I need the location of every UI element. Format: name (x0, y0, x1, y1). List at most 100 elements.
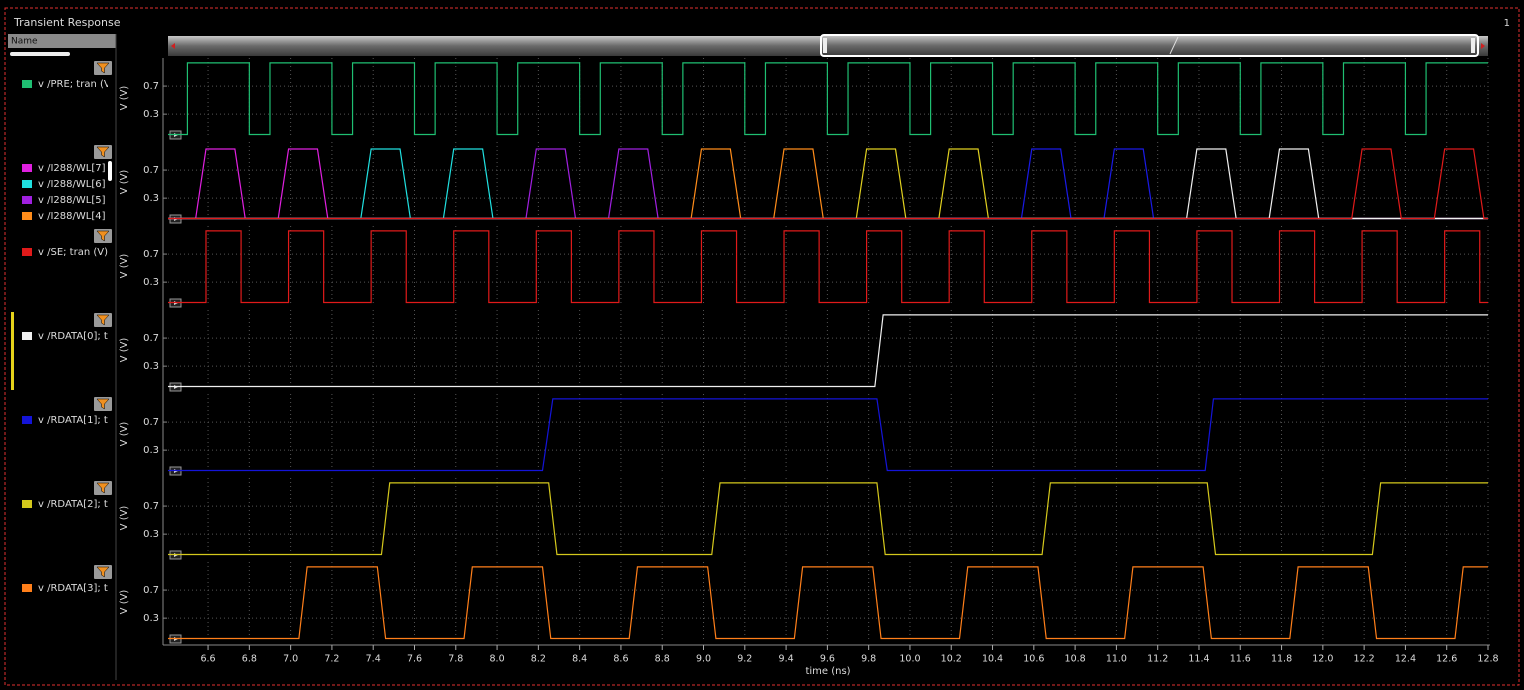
x-tick-label: 7.4 (366, 654, 381, 665)
y-tick-label: 0.3 (143, 529, 159, 540)
subwindow-index: 1 (1504, 18, 1510, 29)
waveform (168, 314, 1488, 388)
legend-swatch (22, 196, 32, 204)
x-tick-label: 11.0 (1106, 654, 1127, 665)
filter-icon[interactable] (96, 62, 110, 74)
x-tick-label: 11.2 (1147, 654, 1168, 665)
x-tick-label: 7.8 (448, 654, 463, 665)
y-axis-label: V (V) (119, 506, 130, 531)
selection-marker (11, 312, 14, 390)
y-tick-label: 0.3 (143, 613, 159, 624)
legend-swatch (22, 164, 32, 172)
legend-label[interactable]: v /RDATA[1]; tr (38, 415, 113, 426)
x-tick-label: 12.0 (1312, 654, 1333, 665)
legend-label[interactable]: v /RDATA[0]; tr (38, 331, 113, 342)
y-tick-label: 0.3 (143, 445, 159, 456)
legend: v /I288/WL[7] v /I288/WL[6] v /I288/WL[5] v… (22, 163, 106, 222)
legend: v /RDATA[1]; tr (22, 415, 113, 426)
panel: 0.3 0.7 V (V) v /RDATA[1]; tr (22, 394, 1489, 476)
x-tick-label: 8.6 (613, 654, 628, 665)
x-tick-label: 9.0 (696, 654, 711, 665)
x-tick-label: 8.0 (490, 654, 505, 665)
legend-header-bar (8, 34, 116, 48)
x-tick-label: 10.6 (1023, 654, 1044, 665)
x-tick-label: 12.8 (1477, 654, 1498, 665)
y-tick-label: 0.7 (143, 165, 159, 176)
waveform (168, 148, 1488, 220)
x-tick-label: 10.2 (941, 654, 962, 665)
y-tick-label: 0.7 (143, 333, 159, 344)
legend-label[interactable]: v /I288/WL[4] (38, 211, 106, 222)
x-tick-label: 7.0 (283, 654, 298, 665)
y-axis-label: V (V) (119, 338, 130, 363)
filter-icon[interactable] (96, 398, 110, 410)
x-tick-label: 12.2 (1354, 654, 1375, 665)
x-tick-label: 10.0 (899, 654, 920, 665)
x-tick-label: 10.8 (1065, 654, 1086, 665)
legend-label[interactable]: v /RDATA[2]; tr (38, 499, 113, 510)
x-tick-label: 9.4 (779, 654, 794, 665)
filter-icon[interactable] (96, 146, 110, 158)
filter-icon[interactable] (96, 566, 110, 578)
legend-swatch (22, 332, 32, 340)
panel: 0.3 0.7 V (V) v /RDATA[3]; tr 6.6 6.8 7.0 7.2 7.… (22, 562, 1499, 677)
x-tick-label: 9.6 (820, 654, 835, 665)
x-tick-label: 10.4 (982, 654, 1003, 665)
y-tick-label: 0.3 (143, 109, 159, 120)
panel: 0.30.7V (V)v /I288/WL[7]v /I288/WL[6]v /… (22, 142, 1489, 224)
x-tick-label: 11.4 (1188, 654, 1209, 665)
legend-swatch (22, 416, 32, 424)
legend-label[interactable]: v /I288/WL[6] (38, 179, 106, 190)
filter-icon[interactable] (96, 482, 110, 494)
x-tick-label: 7.2 (324, 654, 339, 665)
y-tick-label: 0.3 (143, 361, 159, 372)
legend-scroll[interactable] (108, 161, 112, 181)
y-tick-label: 0.7 (143, 501, 159, 512)
x-tick-label: 8.2 (531, 654, 546, 665)
x-tick-label: 8.4 (572, 654, 587, 665)
legend-swatch (22, 584, 32, 592)
y-tick-label: 0.7 (143, 81, 159, 92)
y-axis-label: V (V) (119, 422, 130, 447)
waveform (168, 398, 1488, 472)
legend-scrollbar[interactable] (10, 52, 70, 56)
filter-icon[interactable] (96, 314, 110, 326)
filter-icon[interactable] (96, 230, 110, 242)
thumb-handle[interactable] (1471, 38, 1475, 53)
legend: v /RDATA[0]; tr (22, 331, 113, 342)
y-axis-label: V (V) (119, 86, 130, 111)
x-tick-label: 11.8 (1271, 654, 1292, 665)
x-scroll-thumb[interactable] (820, 34, 1479, 57)
legend-label[interactable]: v /SE; tran (V) (38, 247, 108, 258)
legend-swatch (22, 180, 32, 188)
x-tick-label: 8.8 (655, 654, 670, 665)
y-tick-label: 0.7 (143, 249, 159, 260)
legend: v /PRE; tran (V (22, 79, 111, 90)
legend-swatch (22, 80, 32, 88)
legend-label[interactable]: v /I288/WL[5] (38, 195, 106, 206)
y-axis-label: V (V) (119, 170, 130, 195)
x-tick-label: 7.6 (407, 654, 422, 665)
legend-label[interactable]: v /I288/WL[7] (38, 163, 106, 174)
legend-swatch (22, 500, 32, 508)
legend-label[interactable]: v /RDATA[3]; tr (38, 583, 113, 594)
y-tick-label: 0.3 (143, 277, 159, 288)
x-tick-label: 12.6 (1436, 654, 1457, 665)
waveform (168, 62, 1488, 136)
x-tick-label: 9.8 (861, 654, 876, 665)
legend-swatch (22, 248, 32, 256)
y-tick-label: 0.3 (143, 193, 159, 204)
x-tick-label: 11.6 (1230, 654, 1251, 665)
y-axis-label: V (V) (119, 590, 130, 615)
x-tick-label: 6.8 (242, 654, 257, 665)
panel: 0.3 0.7 V (V) v /RDATA[2]; tr (22, 478, 1489, 560)
panel: 0.3 0.7 V (V) v /SE; tran (V) (22, 226, 1489, 308)
window-title: Transient Response (13, 16, 121, 29)
panel: 0.3 0.7 V (V) v /PRE; tran (V (22, 58, 1489, 140)
waveform (168, 482, 1488, 556)
legend-label[interactable]: v /PRE; tran (V (38, 79, 111, 90)
thumb-handle[interactable] (823, 38, 827, 53)
y-axis-label: V (V) (119, 254, 130, 279)
thumb-overview (1169, 36, 1179, 55)
